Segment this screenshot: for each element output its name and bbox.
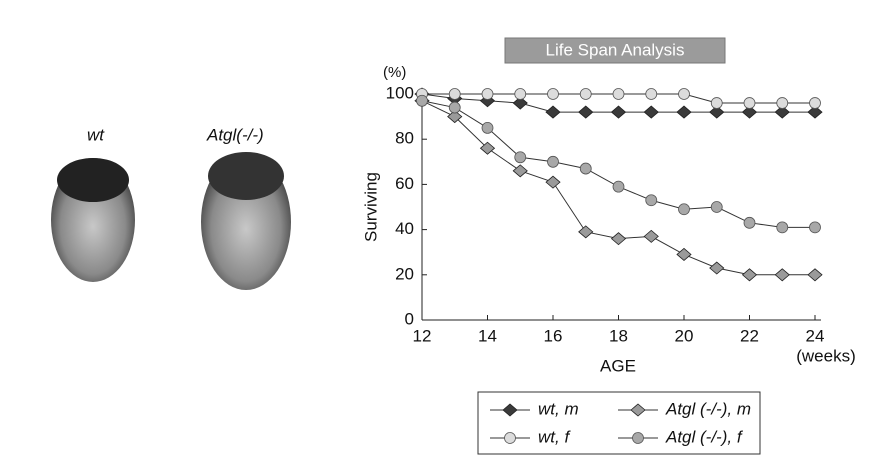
legend-marker xyxy=(632,432,644,444)
diamond-marker xyxy=(741,268,758,282)
circle-marker xyxy=(809,97,821,109)
chart-title: Life Span Analysis xyxy=(546,40,685,59)
circle-marker xyxy=(809,221,821,234)
circle-marker xyxy=(612,88,625,100)
circle-marker xyxy=(579,162,592,175)
series-line xyxy=(421,100,815,228)
x-tick-label: 18 xyxy=(609,326,628,345)
diamond-marker xyxy=(479,141,496,155)
circle-marker xyxy=(743,216,756,229)
x-unit: (weeks) xyxy=(796,346,856,365)
legend-marker xyxy=(502,403,518,417)
diamond-marker xyxy=(545,105,561,119)
legend-label: Atgl (-/-), m xyxy=(665,399,751,418)
circle-marker xyxy=(776,97,789,109)
circle-marker xyxy=(547,155,559,168)
diamond-marker xyxy=(807,268,823,282)
circle-marker xyxy=(514,151,527,164)
circle-marker xyxy=(645,88,658,100)
diamond-marker xyxy=(578,105,594,119)
x-tick-label: 24 xyxy=(806,326,825,345)
diamond-marker xyxy=(676,247,692,261)
circle-marker xyxy=(743,97,756,109)
heart-atrium xyxy=(57,158,129,202)
y-tick-label: 80 xyxy=(395,129,414,148)
x-tick-label: 12 xyxy=(413,326,432,345)
circle-marker xyxy=(710,97,723,109)
x-tick-label: 20 xyxy=(675,326,694,345)
circle-marker xyxy=(776,221,789,234)
diamond-marker xyxy=(512,164,528,178)
circle-marker xyxy=(547,88,559,100)
y-tick-label: 100 xyxy=(386,83,414,102)
legend-marker xyxy=(504,432,516,444)
legend-label: wt, m xyxy=(538,399,579,418)
y-tick-label: 0 xyxy=(405,309,414,328)
circle-marker xyxy=(481,122,494,134)
x-tick-label: 14 xyxy=(478,326,497,345)
diamond-marker xyxy=(578,225,594,239)
diamond-marker xyxy=(774,268,790,282)
circle-marker xyxy=(612,180,625,193)
x-tick-label: 22 xyxy=(740,326,759,345)
y-axis-label: Surviving xyxy=(361,172,380,242)
diamond-marker xyxy=(643,229,659,243)
y-tick-label: 40 xyxy=(395,219,414,238)
circle-marker xyxy=(416,94,428,107)
legend-box xyxy=(477,391,761,455)
diamond-marker xyxy=(643,105,659,119)
circle-marker xyxy=(678,203,690,216)
circle-marker xyxy=(514,88,527,100)
circle-marker xyxy=(448,101,461,114)
circle-marker xyxy=(645,194,658,207)
y-tick-label: 60 xyxy=(395,174,414,193)
image-label: wt xyxy=(87,125,105,144)
diamond-marker xyxy=(709,261,725,275)
legend-label: Atgl (-/-), f xyxy=(665,427,744,446)
image-label: Atgl(-/-) xyxy=(206,125,264,144)
heart-atrium xyxy=(208,152,284,200)
circle-marker xyxy=(710,201,723,213)
diamond-marker xyxy=(610,105,627,119)
x-tick-label: 16 xyxy=(544,326,563,345)
diamond-marker xyxy=(545,175,561,189)
y-tick-label: 20 xyxy=(395,264,414,283)
circle-marker xyxy=(481,88,494,100)
diamond-marker xyxy=(676,105,692,119)
circle-marker xyxy=(678,88,690,100)
diamond-marker xyxy=(610,232,627,246)
x-axis-label: AGE xyxy=(600,356,636,375)
title-box xyxy=(504,37,726,64)
y-unit: (%) xyxy=(383,64,406,81)
legend-label: wt, f xyxy=(538,427,571,446)
legend-marker xyxy=(630,403,646,417)
circle-marker xyxy=(579,88,592,100)
circle-marker xyxy=(448,88,461,100)
